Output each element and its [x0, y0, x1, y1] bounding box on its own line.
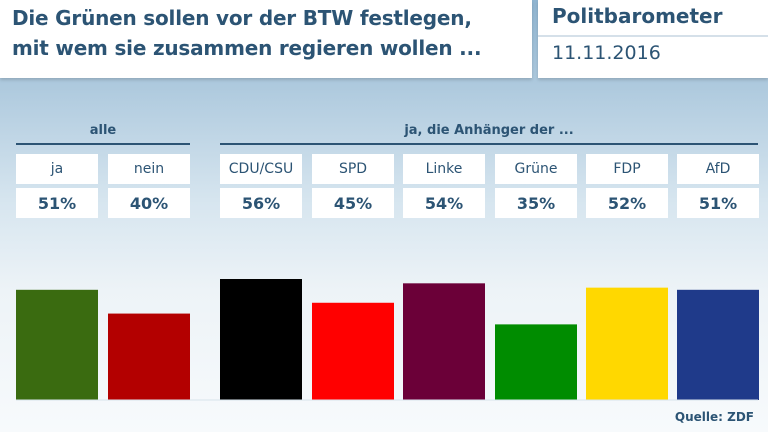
value-label-2: 56%	[220, 188, 302, 218]
category-label-2: CDU/CSU	[220, 154, 302, 184]
value-label-4: 54%	[403, 188, 485, 218]
bar-4	[403, 283, 485, 400]
chart-title-line-1: Die Grünen sollen vor der BTW festlegen,	[12, 6, 472, 30]
category-label-1: nein	[108, 154, 190, 184]
value-label-0: 51%	[16, 188, 98, 218]
source-label: Quelle: ZDF	[674, 410, 754, 424]
bar-2	[220, 279, 302, 400]
brand-name: Politbarometer	[552, 4, 723, 28]
category-label-7: AfD	[677, 154, 759, 184]
category-label-3: SPD	[312, 154, 394, 184]
value-label-5: 35%	[495, 188, 577, 218]
header: Die Grünen sollen vor der BTW festlegen,…	[0, 0, 768, 82]
title-box: Die Grünen sollen vor der BTW festlegen,…	[0, 0, 532, 78]
group-label-supporters: ja, die Anhänger der ...	[404, 123, 574, 138]
bar-1	[108, 313, 190, 400]
brand-box: Politbarometer 11.11.2016	[538, 0, 768, 78]
value-label-3: 45%	[312, 188, 394, 218]
brand-separator	[538, 35, 768, 37]
value-label-7: 51%	[677, 188, 759, 218]
bar-5	[495, 324, 577, 400]
category-label-5: Grüne	[495, 154, 577, 184]
category-label-4: Linke	[403, 154, 485, 184]
survey-date: 11.11.2016	[552, 42, 661, 64]
bar-3	[312, 302, 394, 400]
group-label-all: alle	[89, 123, 117, 138]
bar-7	[677, 289, 759, 400]
value-label-1: 40%	[108, 188, 190, 218]
category-label-6: FDP	[586, 154, 668, 184]
bar-6	[586, 287, 668, 400]
group-line-all	[16, 143, 190, 145]
category-label-0: ja	[16, 154, 98, 184]
chart-title-line-2: mit wem sie zusammen regieren wollen ...	[12, 36, 482, 60]
bar-0	[16, 289, 98, 400]
value-label-6: 52%	[586, 188, 668, 218]
group-line-supporters	[220, 143, 758, 145]
